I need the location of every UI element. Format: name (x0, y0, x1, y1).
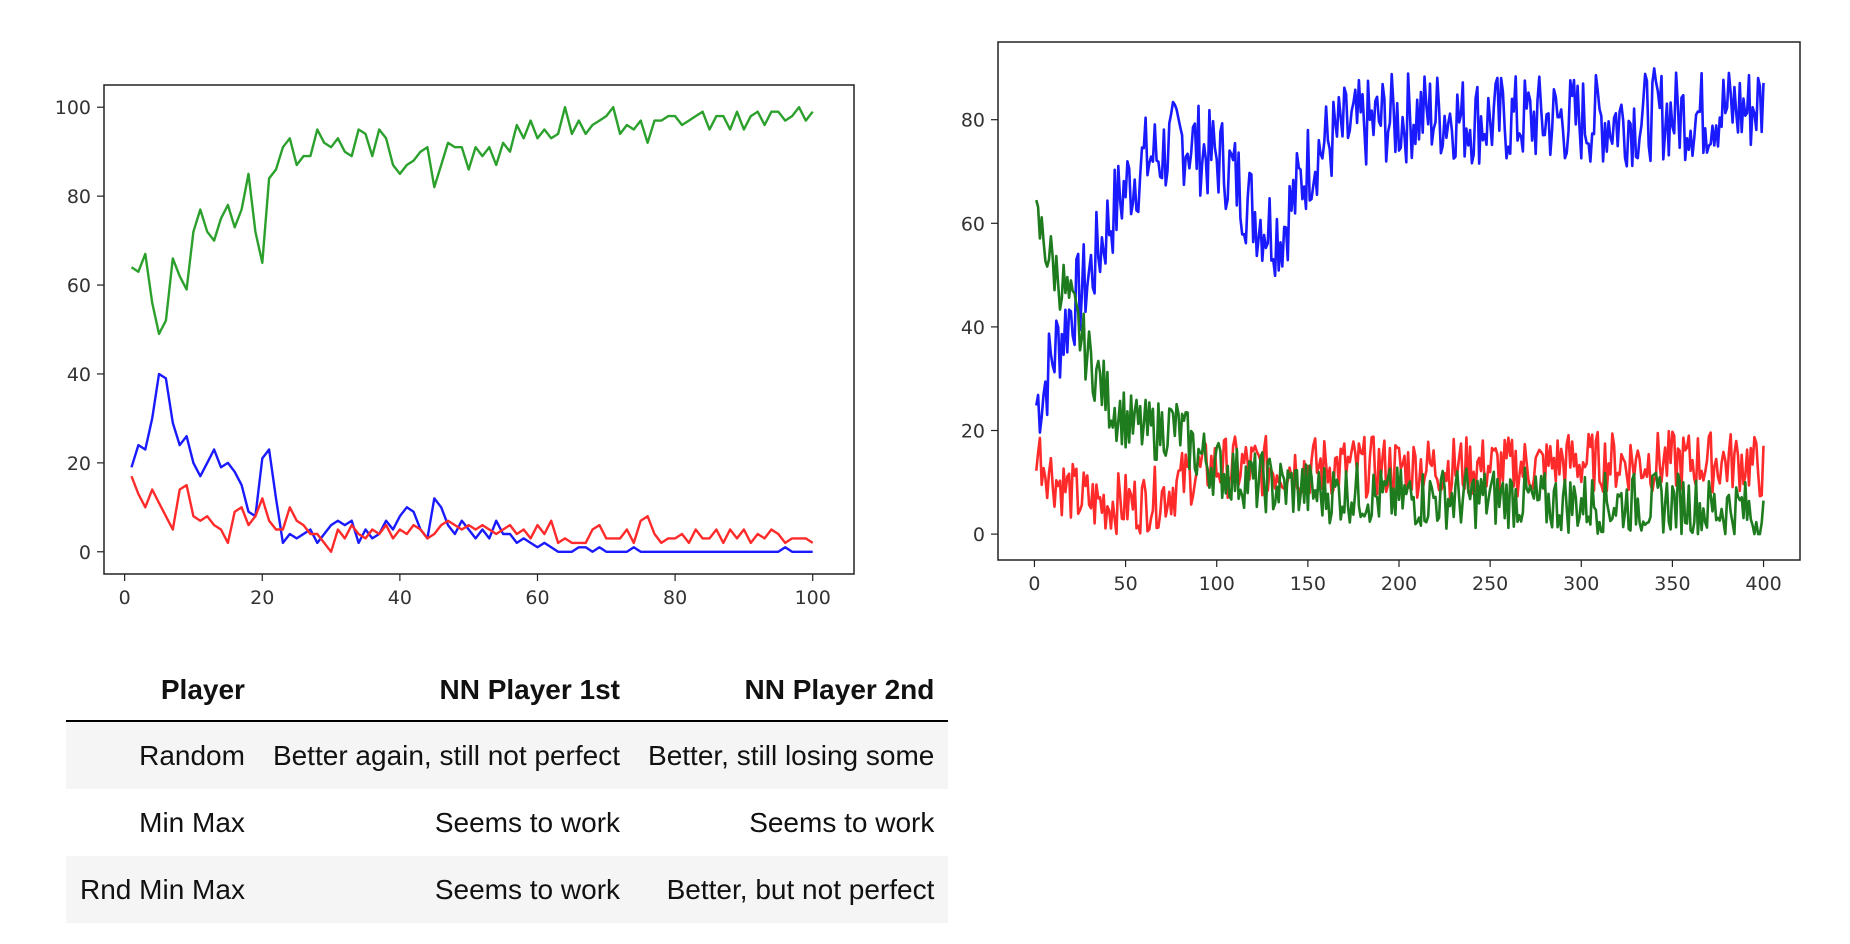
series-line (1035, 429, 1765, 536)
cell-nn-1st: Seems to work (258, 856, 635, 923)
y-tick-label: 60 (961, 213, 985, 235)
x-tick-label: 100 (795, 587, 831, 609)
x-tick-label: 400 (1745, 573, 1781, 595)
right-line-chart: 0 50 100 150 200 250 300 350 400 0 20 40 60 80 (961, 41, 1801, 595)
plot-frame (103, 84, 855, 575)
y-tick-label: 0 (973, 524, 985, 546)
y-tick-label: 60 (67, 275, 91, 297)
series-line (130, 475, 814, 553)
header-nn-player-1st: NN Player 1st (258, 660, 635, 722)
x-tick-label: 250 (1472, 573, 1508, 595)
y-tick-label: 40 (67, 364, 91, 386)
table-header-row: Player NN Player 1st NN Player 2nd (66, 660, 949, 722)
x-tick-label: 100 (1199, 573, 1235, 595)
left-line-chart: 0 20 40 60 80 100 0 20 40 60 80 100 (55, 84, 855, 609)
cell-nn-1st: Seems to work (434, 806, 621, 838)
series-line (130, 105, 814, 336)
series-line (130, 372, 813, 553)
results-table: Player NN Player 1st NN Player 2nd Rando… (66, 660, 949, 923)
x-tick-label: 50 (1113, 573, 1137, 595)
x-tick-label: 0 (1028, 573, 1040, 595)
y-tick-label: 40 (961, 317, 985, 339)
x-tick-label: 60 (525, 587, 549, 609)
cell-nn-1st: Better again, still not perfect (258, 721, 635, 789)
x-tick-label: 0 (119, 587, 131, 609)
header-player: Player (66, 660, 259, 722)
header-nn-player-2nd: NN Player 2nd (634, 660, 949, 722)
x-tick-label: 80 (663, 587, 687, 609)
x-tick-label: 40 (388, 587, 412, 609)
series-line (1035, 199, 1765, 536)
x-tick-label: 20 (250, 587, 274, 609)
cell-nn-2nd: Better, still losing some (634, 721, 949, 789)
y-tick-label: 20 (67, 453, 91, 475)
y-tick-label: 80 (961, 110, 985, 132)
x-tick-label: 300 (1563, 573, 1599, 595)
x-tick-label: 350 (1654, 573, 1690, 595)
cell-player: Rnd Min Max (66, 856, 259, 923)
cell-player: Min Max (139, 806, 245, 838)
y-tick-label: 20 (961, 421, 985, 443)
table-row: Rnd Min Max Seems to work Better, but no… (66, 856, 949, 923)
cell-player: Random (66, 721, 259, 789)
y-tick-label: 80 (67, 186, 91, 208)
x-tick-label: 200 (1381, 573, 1417, 595)
x-tick-label: 150 (1290, 573, 1326, 595)
y-tick-label: 0 (79, 542, 91, 564)
cell-nn-2nd: Better, but not perfect (634, 856, 949, 923)
cell-nn-2nd: Seems to work (749, 806, 935, 838)
y-tick-label: 100 (55, 97, 91, 119)
table-row: Min Max Seems to work Seems to work (66, 789, 948, 856)
series-line (1035, 67, 1765, 434)
table-row: Random Better again, still not perfect B… (66, 721, 949, 789)
